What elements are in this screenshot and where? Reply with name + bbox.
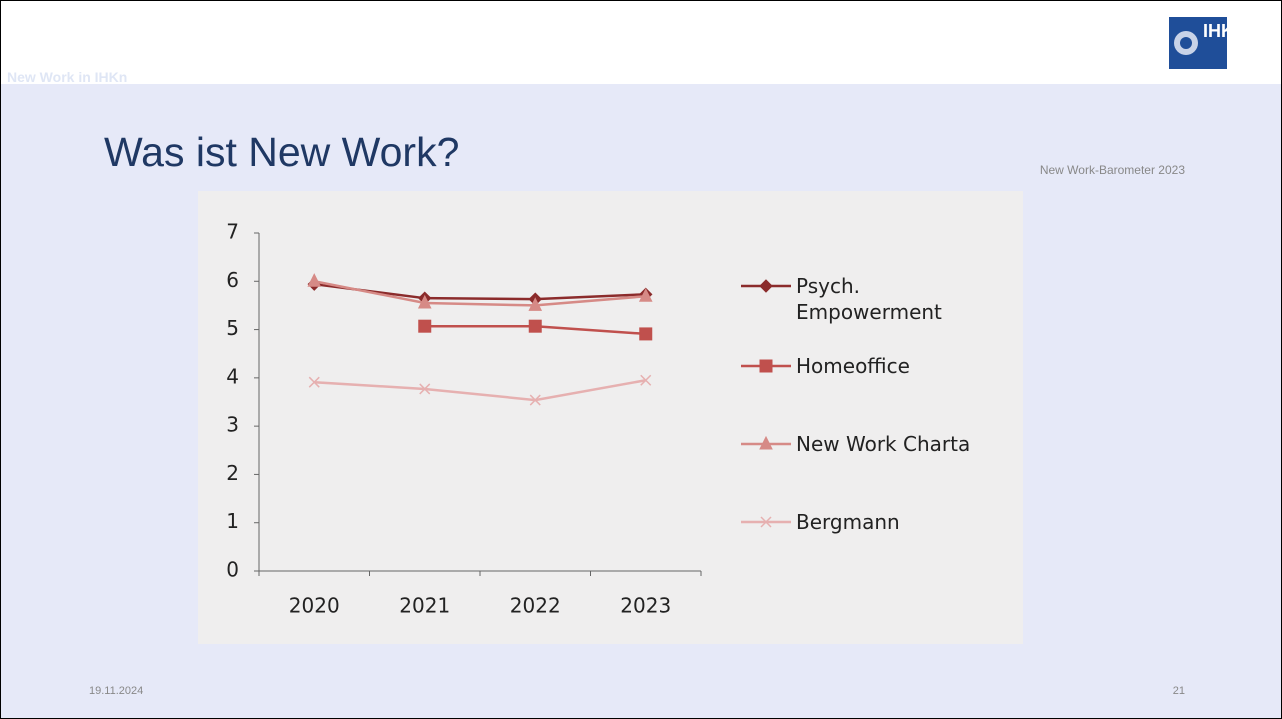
marker <box>640 374 652 386</box>
legend-key <box>741 279 791 293</box>
legend-key <box>741 516 791 528</box>
marker <box>759 279 773 293</box>
top-band <box>1 1 1281 84</box>
header: New Work in IHKn <box>7 69 128 85</box>
legend-entry: Homeoffice <box>741 353 976 379</box>
x-tick-label: 2020 <box>289 594 340 618</box>
y-tick-label: 6 <box>226 268 239 292</box>
x-tick-label: 2022 <box>510 594 561 618</box>
x-tick-label: 2023 <box>620 594 671 618</box>
marker <box>759 435 773 450</box>
slide-title: Was ist New Work? <box>104 129 460 175</box>
logo <box>1169 17 1227 69</box>
y-tick-label: 2 <box>226 461 239 485</box>
legend-key <box>741 359 791 373</box>
marker <box>638 288 653 302</box>
y-tick-label: 4 <box>226 364 239 388</box>
marker <box>759 359 773 373</box>
legend-entry: Bergmann <box>741 509 976 535</box>
source: New Work-Barometer 2023 <box>1039 163 1185 177</box>
legend-label: New Work Charta <box>796 432 971 456</box>
y-tick-label: 0 <box>226 558 239 582</box>
marker <box>528 297 543 311</box>
series-line <box>314 379 646 402</box>
y-tick-label: 1 <box>226 509 239 533</box>
marker <box>307 273 322 287</box>
y-tick-label: 3 <box>226 413 239 437</box>
legend-entry: New Work Charta <box>741 431 976 457</box>
marker <box>639 327 653 341</box>
date: 19.11.2024 <box>89 685 144 697</box>
legend-label: Psych. Empowerment <box>796 274 942 324</box>
marker <box>308 376 320 388</box>
page-number: 21 <box>1172 685 1185 697</box>
marker <box>760 516 772 528</box>
marker <box>528 319 542 333</box>
marker <box>418 319 432 333</box>
y-tick-label: 5 <box>226 316 239 340</box>
legend-entry: Psych. Empowerment <box>741 273 976 325</box>
legend-label: Bergmann <box>796 510 900 534</box>
logo-icon <box>1174 31 1198 55</box>
legend-key <box>741 435 791 450</box>
legend-label: Homeoffice <box>796 354 910 378</box>
marker <box>529 394 541 406</box>
marker <box>419 383 431 395</box>
x-tick-label: 2021 <box>399 594 450 618</box>
logo-text: IHK <box>1203 21 1234 41</box>
y-tick-label: 7 <box>226 220 239 244</box>
series-line <box>314 280 646 307</box>
marker <box>417 294 432 309</box>
chart-background <box>198 191 1023 644</box>
